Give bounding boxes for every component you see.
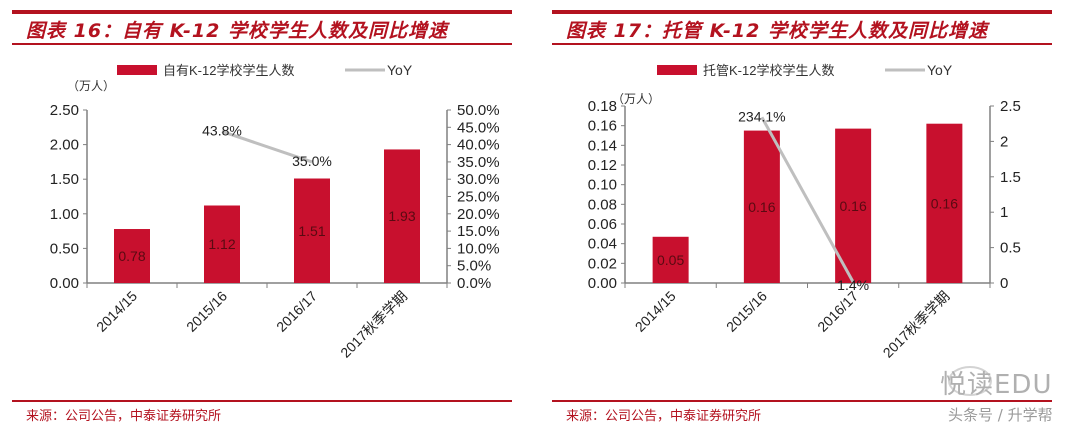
x-tick-label: 2014/15 bbox=[93, 288, 140, 335]
yoy-line bbox=[760, 116, 855, 283]
bar-value-label: 0.16 bbox=[931, 195, 958, 211]
y-tick-label: 0.08 bbox=[588, 196, 617, 213]
y-tick-label: 1.50 bbox=[50, 171, 79, 188]
source-note: 来源：公司公告，中泰证券研究所 bbox=[566, 409, 762, 424]
y-tick-label: 0.00 bbox=[50, 275, 79, 292]
bar-value-label: 0.05 bbox=[657, 252, 684, 268]
y-tick-label: 0.02 bbox=[588, 255, 617, 272]
y-tick-label: 0.16 bbox=[588, 118, 617, 135]
y2-tick-label: 15.0% bbox=[457, 223, 500, 240]
x-tick-label: 2015/16 bbox=[723, 288, 770, 335]
yoy-value-label: 35.0% bbox=[292, 153, 332, 169]
y-tick-label: 0.12 bbox=[588, 157, 617, 174]
legend-bar-swatch bbox=[657, 65, 697, 75]
y2-tick-label: 20.0% bbox=[457, 206, 500, 223]
chart-title: 图表 17：托管 K-12 学校学生人数及同比增速 bbox=[566, 20, 988, 42]
legend-bar-label: 托管K-12学校学生人数 bbox=[703, 63, 834, 78]
title-bottom-rule bbox=[552, 43, 1052, 45]
y2-tick-label: 25.0% bbox=[457, 189, 500, 206]
y2-tick-label: 35.0% bbox=[457, 154, 500, 171]
bar bbox=[114, 229, 150, 283]
y-tick-label: 2.00 bbox=[50, 137, 79, 154]
y2-tick-label: 0.5 bbox=[1000, 240, 1021, 257]
bar bbox=[743, 130, 780, 283]
legend: 托管K-12学校学生人数 YoY bbox=[657, 62, 953, 78]
bar bbox=[294, 178, 330, 283]
bar-value-label: 0.16 bbox=[748, 199, 775, 215]
chart-panel-16: 图表 16：自有 K-12 学校学生人数及同比增速 自有K-12学校学生人数 Yo… bbox=[12, 0, 542, 431]
x-tick-label: 2015/16 bbox=[183, 288, 230, 335]
legend-bar-swatch bbox=[117, 65, 157, 75]
chart-title: 图表 16：自有 K-12 学校学生人数及同比增速 bbox=[26, 20, 448, 42]
source-rule bbox=[12, 400, 512, 402]
title-top-rule bbox=[12, 10, 512, 14]
wechat-icon bbox=[948, 366, 992, 396]
bar-value-label: 0.16 bbox=[840, 198, 867, 214]
x-tick-label: 2014/15 bbox=[632, 288, 679, 335]
chart-plot: 自有K-12学校学生人数 YoY （万人） 0.00 0.50 1.00 1.50 2.00 2… bbox=[50, 62, 500, 361]
bar-value-label: 1.51 bbox=[298, 223, 325, 239]
y2-tick-label: 50.0% bbox=[457, 102, 500, 119]
yoy-line bbox=[221, 130, 313, 164]
y-tick-label: 0.04 bbox=[588, 236, 617, 253]
watermark: 悦读EDU bbox=[940, 364, 1080, 401]
source-rule bbox=[552, 400, 1052, 402]
bar-value-label: 1.93 bbox=[388, 208, 415, 224]
y2-tick-label: 1.5 bbox=[1000, 169, 1021, 186]
y-tick-label: 1.00 bbox=[50, 206, 79, 223]
y-tick-label: 0.00 bbox=[588, 275, 617, 292]
y-tick-label: 0.06 bbox=[588, 216, 617, 233]
bar bbox=[204, 205, 240, 283]
legend-bar-label: 自有K-12学校学生人数 bbox=[163, 63, 294, 78]
y-tick-label: 0.14 bbox=[588, 137, 617, 154]
x-tick-label: 2016/17 bbox=[273, 288, 320, 335]
y-tick-label: 0.10 bbox=[588, 177, 617, 194]
y-tick-label: 0.50 bbox=[50, 240, 79, 257]
bar bbox=[926, 123, 963, 283]
y2-tick-label: 2 bbox=[1000, 133, 1008, 150]
yoy-value-label: 234.1% bbox=[738, 108, 785, 124]
y2-tick-label: 2.5 bbox=[1000, 98, 1021, 115]
chart-panel-17: 图表 17：托管 K-12 学校学生人数及同比增速 托管K-12学校学生人数 Yo… bbox=[552, 0, 1080, 431]
bar bbox=[384, 149, 420, 283]
legend-line-label: YoY bbox=[927, 62, 953, 78]
bar-value-label: 0.78 bbox=[118, 248, 145, 264]
watermark-sub: 头条号 / 升学帮 bbox=[948, 406, 1053, 424]
legend-line-label: YoY bbox=[387, 62, 413, 78]
y2-tick-label: 30.0% bbox=[457, 171, 500, 188]
legend: 自有K-12学校学生人数 YoY bbox=[117, 62, 413, 78]
y-axis-unit-label: （万人） bbox=[612, 92, 660, 106]
y-tick-label: 2.50 bbox=[50, 102, 79, 119]
x-tick-label: 2016/17 bbox=[814, 288, 861, 335]
y2-tick-label: 1 bbox=[1000, 204, 1008, 221]
y2-tick-label: 10.0% bbox=[457, 240, 500, 257]
bar bbox=[652, 236, 689, 283]
y2-tick-label: 40.0% bbox=[457, 137, 500, 154]
y2-tick-label: 45.0% bbox=[457, 119, 500, 136]
yoy-value-label: 1.4% bbox=[837, 277, 869, 293]
x-tick-label: 2017秋季学期 bbox=[337, 288, 410, 361]
watermark-brand: 悦读EDU bbox=[940, 370, 1053, 400]
chart-plot: 托管K-12学校学生人数 YoY （万人） 0.00 0.02 0.04 0.06 0.08 0… bbox=[588, 62, 1021, 361]
title-top-rule bbox=[552, 10, 1052, 14]
x-tick-label: 2017秋季学期 bbox=[880, 288, 953, 361]
y2-tick-label: 0.0% bbox=[457, 275, 491, 292]
title-bottom-rule bbox=[12, 43, 512, 45]
y-axis-unit-label: （万人） bbox=[67, 79, 115, 93]
y2-tick-label: 0 bbox=[1000, 275, 1008, 292]
bar-value-label: 1.12 bbox=[208, 236, 235, 252]
yoy-value-label: 43.8% bbox=[202, 122, 242, 138]
y-tick-label: 0.18 bbox=[588, 98, 617, 115]
source-note: 来源：公司公告，中泰证券研究所 bbox=[26, 409, 222, 424]
y2-tick-label: 5.0% bbox=[457, 258, 491, 275]
